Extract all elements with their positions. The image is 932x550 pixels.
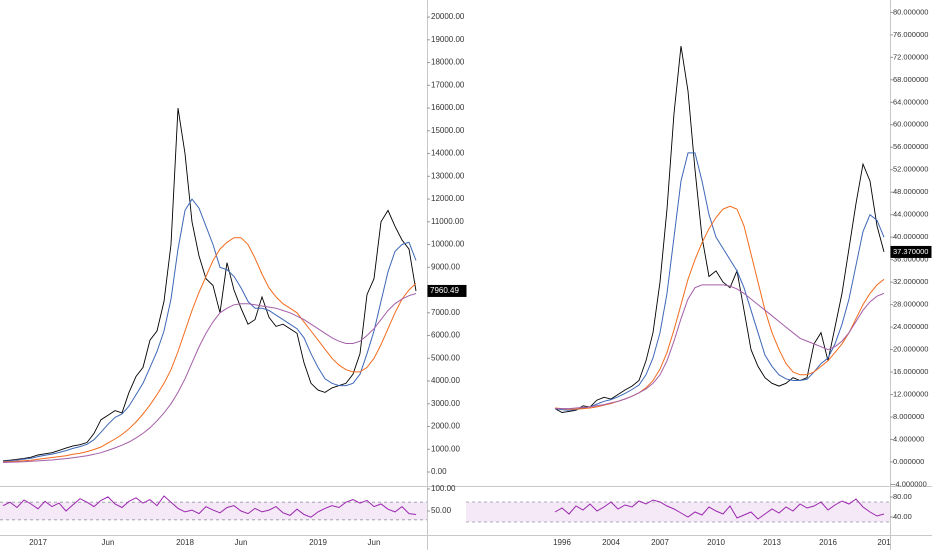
rsi-tick-label: 50.00 [431, 506, 452, 515]
y-tick-label: 14000.00 [431, 149, 465, 158]
x-tick-label: 2017 [29, 538, 47, 547]
x-tick-label: 1996 [553, 538, 571, 547]
last-price-box [427, 284, 467, 297]
rsi-tick-label: 100.00 [431, 484, 456, 493]
price-line [2, 108, 417, 462]
x-tick-label: 2004 [602, 538, 620, 547]
y-tick-label: 8.000000 [893, 412, 924, 421]
moving-average [2, 198, 417, 462]
rsi-tick-label: 80.00 [893, 492, 912, 501]
y-tick-label: 76.000000 [893, 30, 928, 39]
y-tick-label: 16.000000 [893, 367, 928, 376]
moving-average [2, 237, 417, 463]
y-tick-label: 60.000000 [893, 120, 928, 129]
last-price-label: 37.370000 [893, 247, 928, 256]
rsi-tick-label: 40.00 [893, 512, 912, 521]
y-tick-label: 4000.00 [431, 376, 460, 385]
y-tick-label: 4.000000 [893, 434, 924, 443]
y-tick-label: 12000.00 [431, 194, 465, 203]
y-tick-label: 13000.00 [431, 171, 465, 180]
y-tick-label: 16000.00 [431, 103, 465, 112]
last-price-box [890, 245, 932, 258]
y-tick-label: 0.000000 [893, 457, 924, 466]
y-tick-label: 5000.00 [431, 353, 460, 362]
y-tick-label: 19000.00 [431, 35, 465, 44]
last-price-label: 7960.49 [430, 286, 459, 295]
x-tick-label: 2016 [819, 538, 837, 547]
x-tick-label: 2007 [651, 538, 669, 547]
rsi-band [0, 502, 427, 520]
moving-average [554, 152, 885, 411]
y-tick-label: -4.000000 [893, 479, 927, 488]
rsi-line [2, 495, 417, 518]
y-tick-label: 3000.00 [431, 399, 460, 408]
rsi-band [466, 502, 890, 522]
y-tick-label: 7000.00 [431, 308, 460, 317]
y-tick-label: 68.000000 [893, 75, 928, 84]
y-tick-label: 32.000000 [893, 277, 928, 286]
y-tick-label: 44.000000 [893, 210, 928, 219]
x-tick-label: 2013 [763, 538, 781, 547]
y-tick-label: 2000.00 [431, 422, 460, 431]
y-tick-label: 48.000000 [893, 187, 928, 196]
y-tick-label: 52.000000 [893, 165, 928, 174]
y-tick-label: 36.000000 [893, 255, 928, 264]
y-tick-label: 15000.00 [431, 126, 465, 135]
y-tick-label: 20.000000 [893, 345, 928, 354]
y-tick-label: 24.000000 [893, 322, 928, 331]
y-tick-label: 9000.00 [431, 262, 460, 271]
y-tick-label: 1000.00 [431, 444, 460, 453]
moving-average [554, 205, 885, 410]
rsi-line [554, 498, 885, 520]
x-tick-label: 2010 [707, 538, 725, 547]
y-tick-label: 20000.00 [431, 12, 465, 21]
y-tick-label: 18000.00 [431, 58, 465, 67]
moving-average [2, 293, 417, 463]
x-tick-label: 201 [877, 538, 891, 547]
y-tick-label: 12.000000 [893, 390, 928, 399]
y-tick-label: 56.000000 [893, 142, 928, 151]
x-tick-label: Jun [368, 538, 381, 547]
x-tick-label: 2019 [309, 538, 327, 547]
y-tick-label: 11000.00 [431, 217, 464, 226]
moving-average [555, 284, 885, 410]
y-tick-label: 17000.00 [431, 80, 465, 89]
y-tick-label: 64.000000 [893, 97, 928, 106]
y-tick-label: 80.000000 [893, 7, 928, 16]
x-tick-label: 2018 [176, 538, 194, 547]
y-tick-label: 0.00 [431, 467, 447, 476]
y-tick-label: 40.000000 [893, 232, 928, 241]
y-tick-label: 28.000000 [893, 300, 928, 309]
x-tick-label: Jun [235, 538, 248, 547]
x-tick-label: Jun [102, 538, 115, 547]
y-tick-label: 6000.00 [431, 331, 460, 340]
y-tick-label: 72.000000 [893, 52, 928, 61]
y-tick-label: 10000.00 [431, 240, 465, 249]
